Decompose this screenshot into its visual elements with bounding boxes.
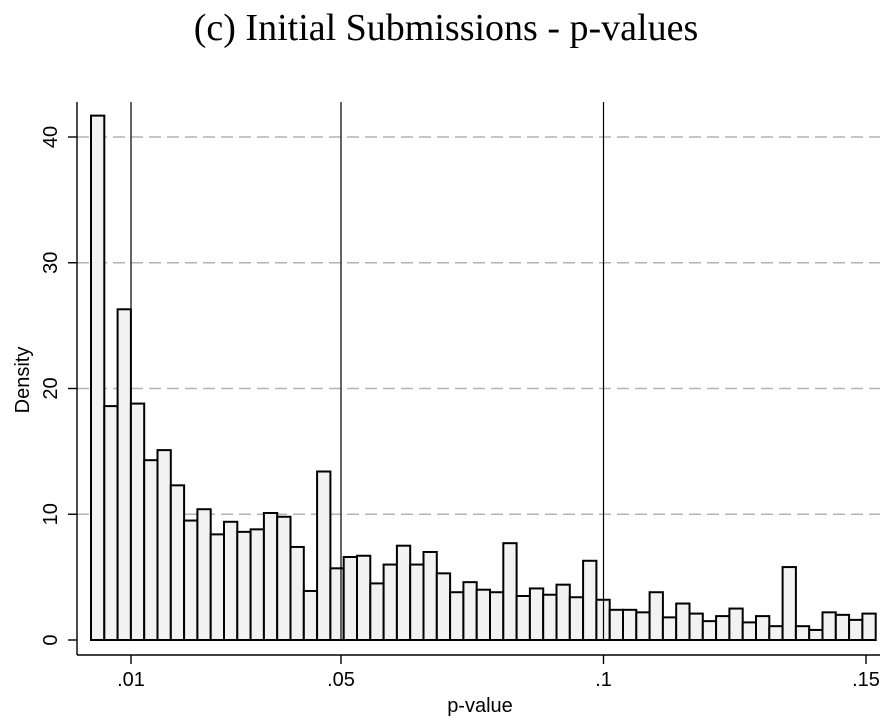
- histogram-bar: [568, 596, 585, 641]
- histogram-bar: [103, 405, 119, 641]
- histogram-bar: [143, 459, 159, 641]
- histogram-bar: [422, 550, 438, 641]
- histogram-bar: [781, 566, 797, 642]
- y-tick-label: 30: [40, 252, 62, 274]
- histogram-bar: [156, 449, 172, 641]
- histogram-bar: [169, 484, 186, 641]
- y-ticks: 0 10 20 30 40: [40, 126, 77, 646]
- histogram-bar: [728, 607, 744, 641]
- histogram-bar: [675, 602, 691, 642]
- histogram-bar: [821, 611, 837, 642]
- histogram-bar: [635, 611, 651, 642]
- histogram-bar: [715, 615, 731, 641]
- histogram-bar: [262, 511, 279, 641]
- x-ticks: .01 .05 .1 .15: [117, 655, 880, 691]
- histogram-bar: [116, 308, 132, 641]
- histogram-bar: [688, 612, 704, 642]
- y-axis-label: Density: [12, 347, 34, 414]
- histogram-bar: [462, 581, 478, 642]
- histogram-bars: [90, 114, 877, 642]
- y-tick-label: 40: [40, 126, 62, 148]
- histogram-bar: [302, 589, 319, 642]
- histogram-bar: [794, 625, 811, 641]
- x-tick-label: .01: [117, 669, 145, 691]
- histogram-bar: [449, 591, 465, 641]
- histogram-bar: [489, 591, 505, 641]
- histogram-bar: [329, 567, 345, 642]
- histogram-bar: [648, 591, 664, 641]
- histogram-bar: [356, 554, 372, 641]
- histogram-bar: [395, 544, 412, 641]
- histogram-bar: [808, 628, 824, 642]
- histogram-bar: [249, 528, 265, 642]
- histogram-bar: [475, 588, 492, 642]
- y-gridlines: [77, 136, 880, 515]
- x-tick-label: .1: [595, 669, 612, 691]
- y-tick-label: 10: [40, 503, 62, 525]
- y-tick-label: 0: [40, 634, 62, 645]
- reference-lines: [130, 102, 605, 640]
- chart-title: (c) Initial Submissions - p-values: [194, 7, 698, 49]
- histogram-bar: [129, 402, 146, 641]
- histogram-bar: [90, 114, 106, 642]
- histogram-bar: [661, 616, 678, 641]
- histogram-bar: [382, 563, 398, 641]
- y-tick-label: 20: [40, 377, 62, 399]
- histogram-bar: [768, 625, 784, 641]
- histogram-bar: [196, 508, 212, 641]
- histogram-bar: [555, 583, 571, 641]
- histogram-bar: [502, 542, 518, 641]
- histogram-bar: [409, 563, 425, 641]
- x-tick-label: .15: [852, 669, 880, 691]
- histogram-bar: [369, 582, 385, 641]
- histogram-bar: [515, 594, 531, 641]
- histogram-bar: [223, 520, 239, 641]
- histogram-bar: [582, 559, 598, 642]
- histogram-bar: [342, 556, 359, 641]
- histogram-bar: [542, 593, 558, 641]
- histogram-bar: [755, 615, 771, 641]
- histogram-bar: [236, 530, 252, 641]
- histogram-bar: [276, 515, 292, 642]
- histogram-bar: [209, 533, 225, 641]
- histogram-bar: [848, 618, 864, 642]
- histogram-bar: [528, 587, 545, 642]
- histogram-bar: [289, 545, 305, 642]
- histogram-bar: [435, 572, 452, 641]
- histogram-bar: [316, 470, 332, 641]
- histogram-bar: [183, 519, 199, 641]
- histogram-bar: [701, 620, 718, 642]
- histogram-bar: [622, 608, 638, 642]
- histogram-bar: [834, 613, 851, 641]
- histogram-bar: [861, 612, 877, 642]
- histogram-bar: [608, 608, 625, 642]
- histogram-bar: [741, 621, 758, 642]
- x-tick-label: .05: [327, 669, 355, 691]
- x-axis-label: p-value: [447, 695, 513, 717]
